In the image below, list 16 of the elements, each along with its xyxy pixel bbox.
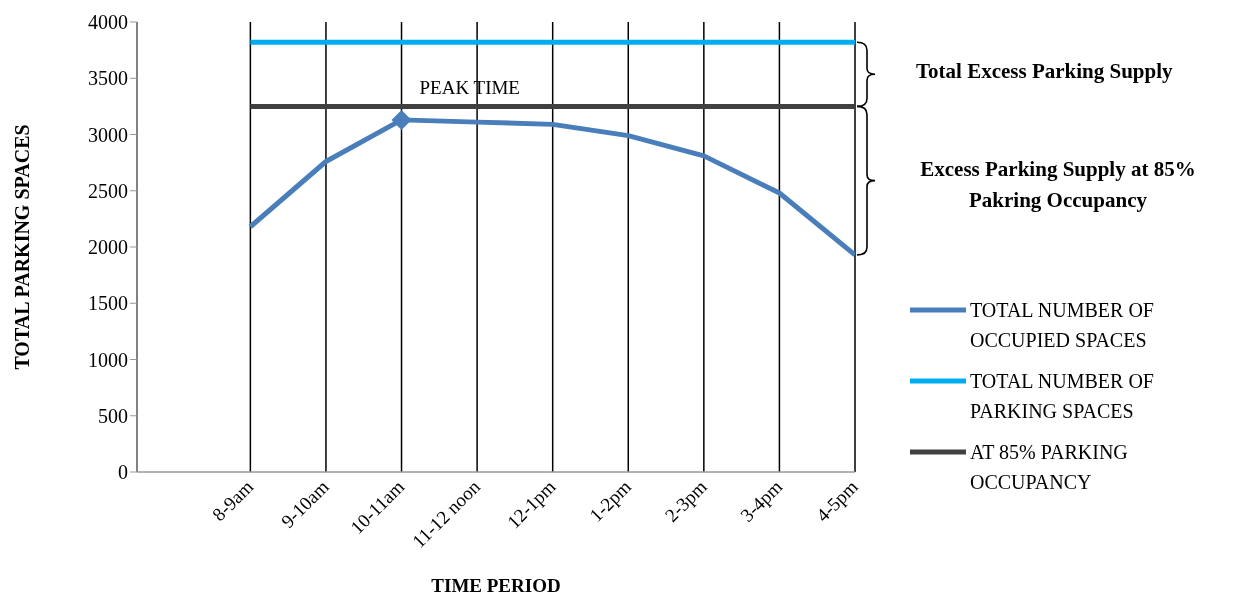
y-tick-label: 2500	[88, 179, 128, 202]
y-tick-label: 2000	[88, 236, 128, 259]
legend-label: TOTAL NUMBER OF OCCUPIED SPACES	[970, 298, 1155, 353]
y-axis-title: TOTAL PARKING SPACES	[11, 124, 34, 370]
legend-label: TOTAL NUMBER OF PARKING SPACES	[970, 369, 1155, 424]
text: Total Excess Parking Supply	[916, 58, 1174, 85]
y-tick-label: 3000	[88, 123, 128, 146]
text: Excess Parking Supply at 85% Pakring Occupancy	[919, 156, 1197, 214]
x-axis-title: TIME PERIOD	[431, 575, 561, 592]
y-tick-label: 0	[118, 461, 128, 484]
y-tick-label: 3500	[88, 67, 128, 90]
y-tick-label: 1000	[88, 348, 128, 371]
legend-label: AT 85% PARKING OCCUPANCY	[970, 440, 1129, 495]
y-tick-label: 1500	[88, 292, 128, 315]
y-tick-label: 4000	[88, 11, 128, 34]
y-tick-label: 500	[98, 404, 128, 427]
